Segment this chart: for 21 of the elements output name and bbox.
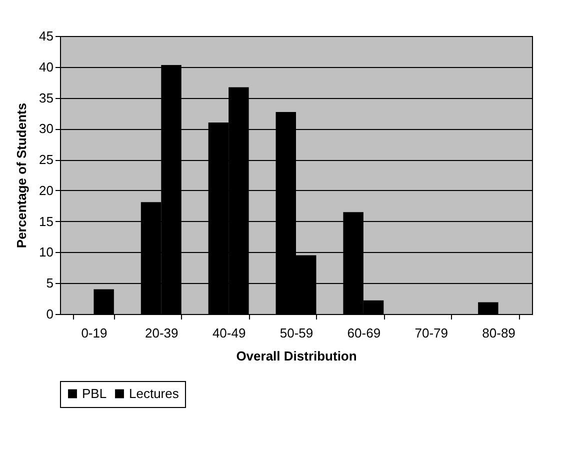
y-axis-title: Percentage of Students — [14, 102, 30, 248]
y-tick-label: 0 — [46, 306, 54, 322]
x-tick-label: 60-69 — [347, 326, 381, 340]
y-tick-label: 15 — [39, 214, 54, 229]
legend-label: Lectures — [129, 386, 180, 401]
y-tick-label: 45 — [39, 28, 54, 44]
y-tick-label: 35 — [39, 90, 54, 106]
x-tick-label: 70-79 — [414, 326, 448, 340]
y-tick-label: 20 — [39, 182, 54, 198]
x-tick-label: 40-49 — [212, 326, 246, 340]
x-axis-title: Overall Distribution — [236, 348, 357, 364]
y-tick-label: 30 — [39, 121, 54, 136]
x-tick-label: 0-19 — [81, 326, 108, 340]
legend-label: PBL — [82, 386, 107, 401]
x-tick-label: 50-59 — [280, 326, 314, 340]
x-tick-label: 80-89 — [482, 326, 516, 340]
y-tick-label: 25 — [39, 152, 54, 168]
x-tick-label: 20-39 — [145, 326, 178, 340]
y-tick-label: 5 — [46, 276, 54, 291]
y-tick-label: 40 — [39, 59, 54, 74]
y-tick-label: 10 — [39, 244, 54, 260]
